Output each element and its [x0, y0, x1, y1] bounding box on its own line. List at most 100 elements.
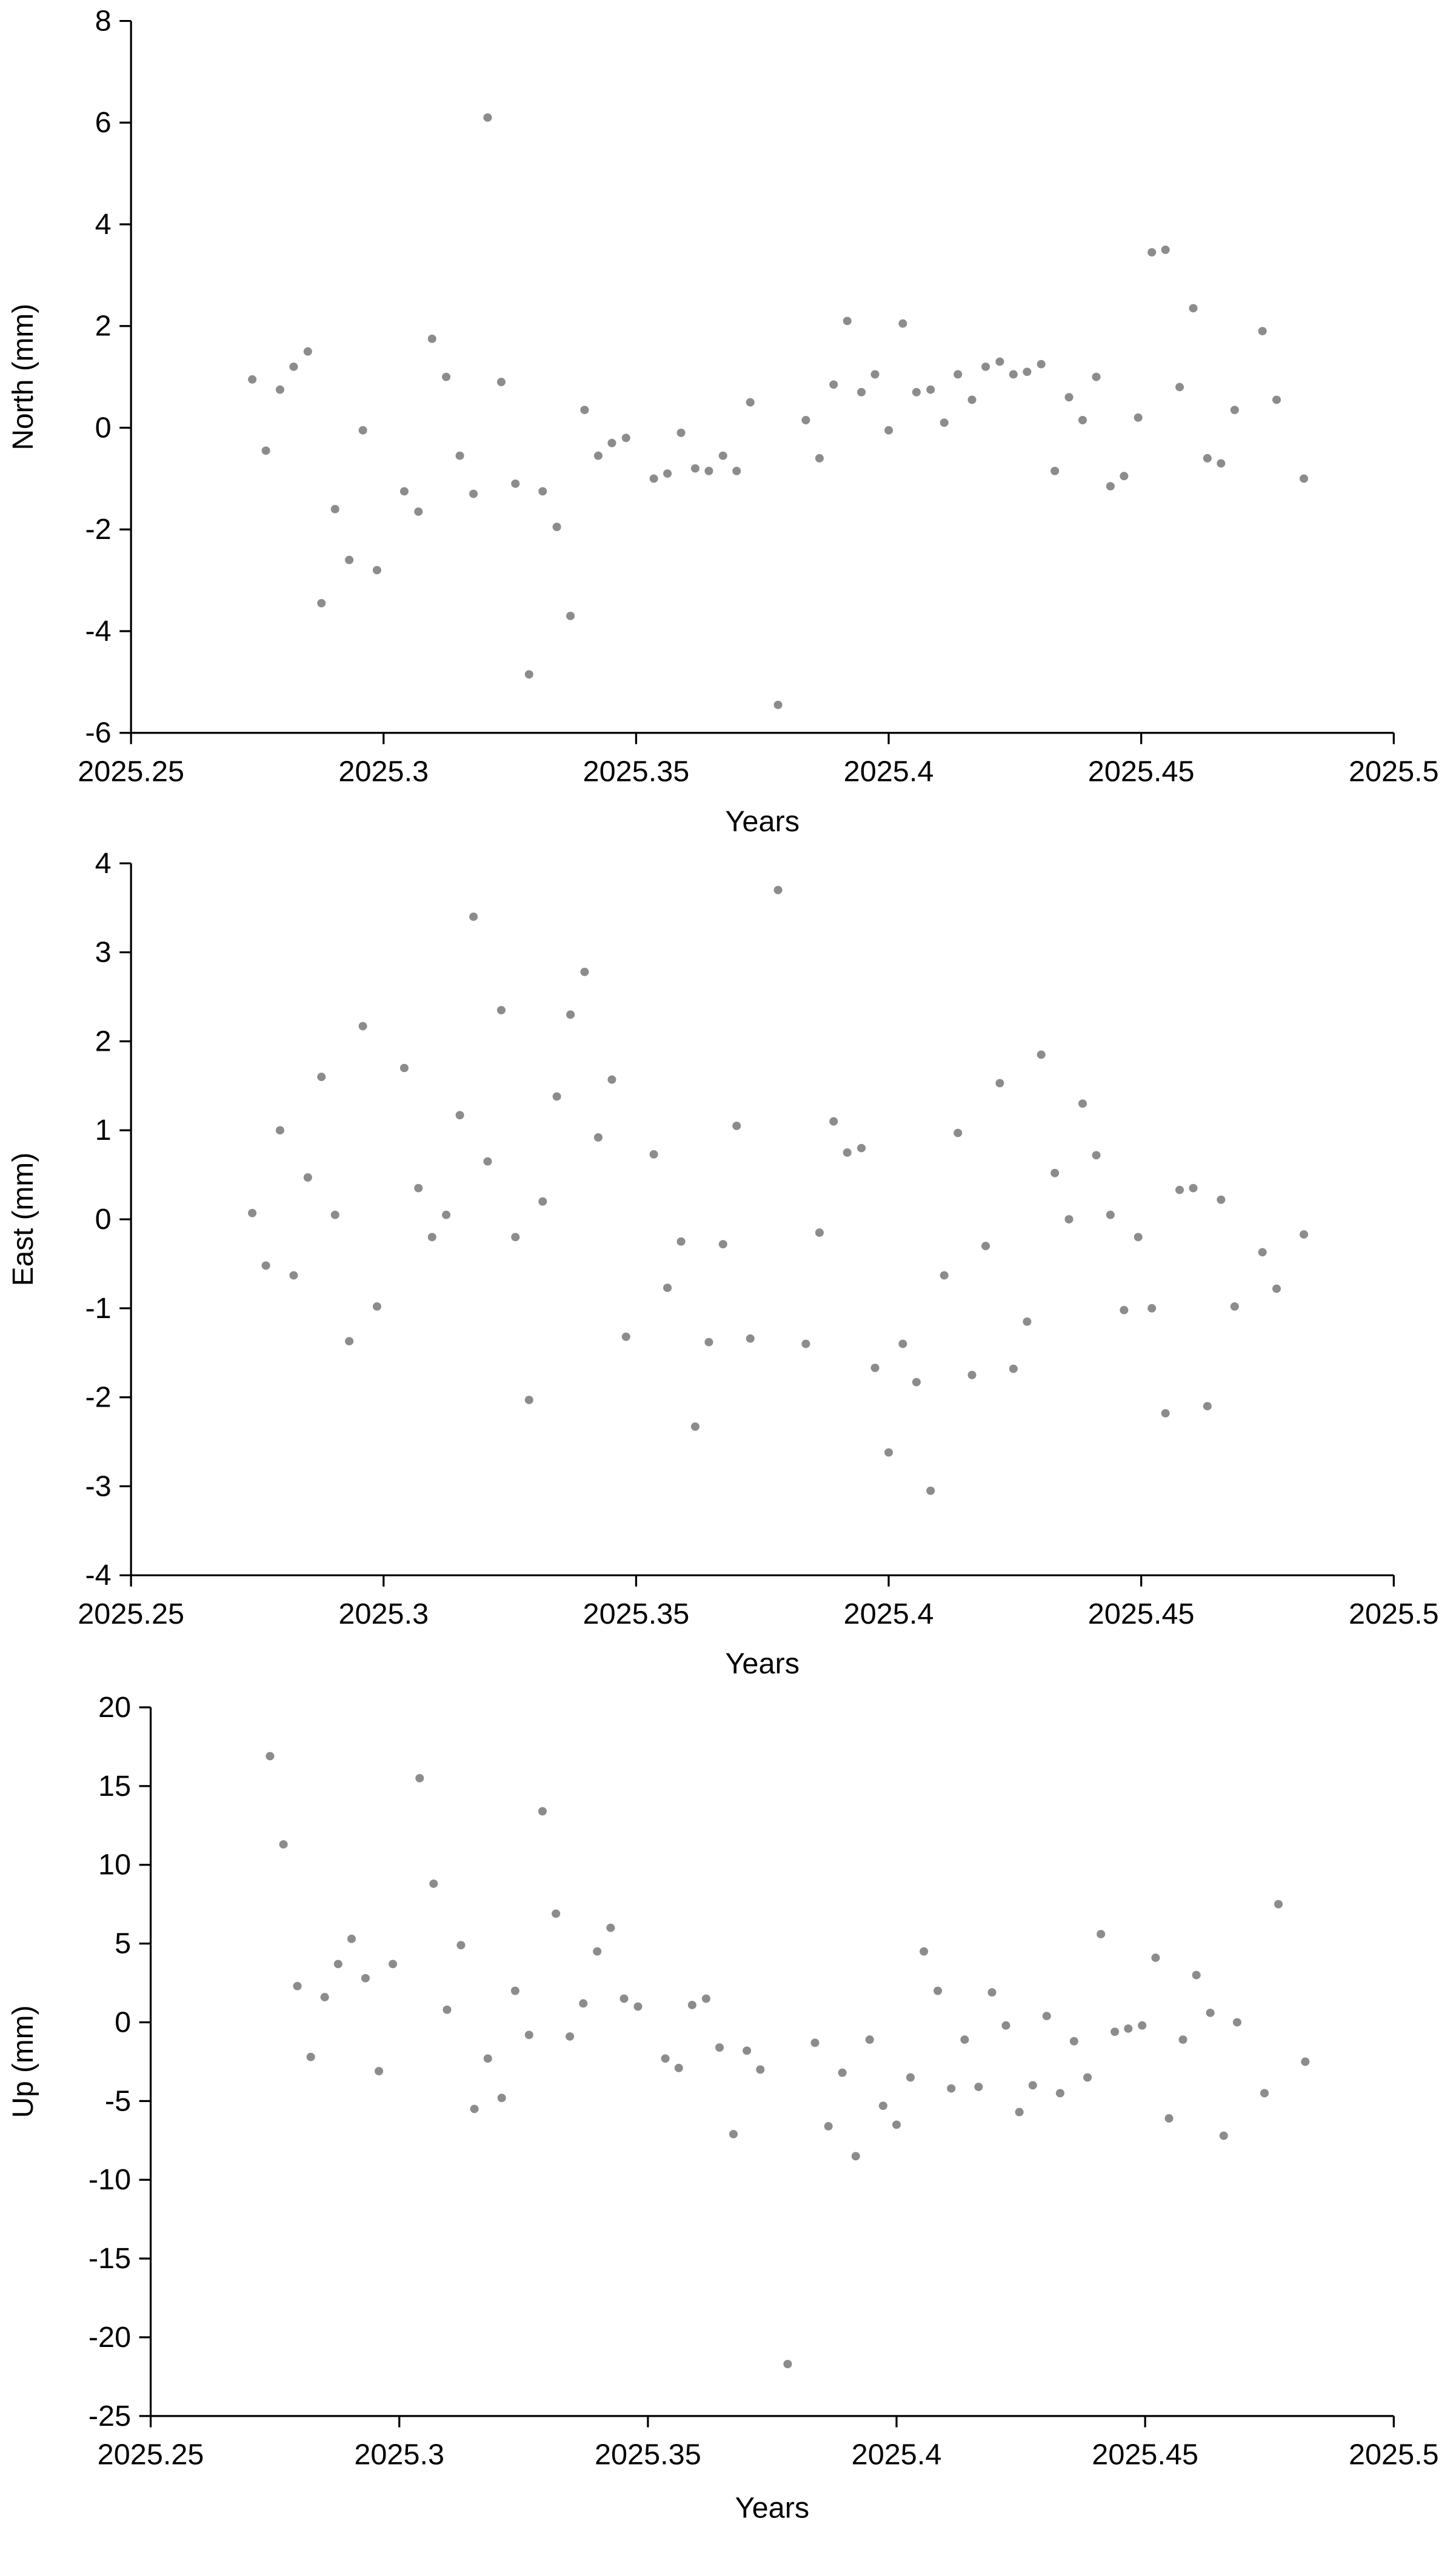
data-point: [756, 2065, 765, 2074]
data-point: [1189, 1183, 1198, 1193]
x-axis-label: Years: [725, 1648, 800, 1681]
data-point: [607, 438, 616, 447]
data-point: [510, 1986, 519, 1995]
data-point: [552, 1909, 561, 1918]
data-point: [455, 1111, 464, 1120]
data-point: [1055, 2089, 1064, 2098]
data-point: [674, 2063, 683, 2072]
data-point: [857, 387, 866, 397]
data-point: [732, 466, 741, 475]
y-tick-label: -3: [85, 1470, 111, 1503]
data-point: [1299, 1230, 1309, 1239]
data-point: [275, 1126, 284, 1135]
x-tick-label: 2025.4: [844, 755, 934, 788]
data-point: [345, 1337, 354, 1346]
data-point: [704, 466, 713, 475]
data-point: [496, 1006, 506, 1015]
data-point: [1260, 2089, 1269, 2098]
data-point: [1230, 406, 1239, 415]
data-point: [815, 454, 824, 463]
data-point: [704, 1337, 713, 1347]
data-point: [330, 504, 339, 514]
data-point: [718, 1240, 727, 1249]
y-tick-label: 4: [95, 208, 112, 241]
data-point: [906, 2073, 915, 2082]
data-point: [661, 2054, 670, 2063]
x-tick-label: 2025.35: [583, 755, 690, 788]
data-point: [920, 1947, 929, 1956]
y-tick-label: -1: [85, 1292, 111, 1325]
data-point: [538, 487, 547, 496]
data-point: [898, 1339, 907, 1348]
data-point: [303, 1173, 312, 1182]
data-point: [940, 418, 949, 427]
data-point: [1206, 2009, 1215, 2017]
x-tick-label: 2025.45: [1088, 755, 1195, 788]
data-point: [1161, 1409, 1170, 1418]
y-tick-label: 4: [95, 847, 112, 880]
data-point: [743, 2046, 752, 2055]
data-point: [1124, 2024, 1133, 2033]
data-point: [953, 1128, 963, 1137]
y-tick-label: 8: [95, 5, 112, 38]
x-tick-label: 2025.3: [354, 2439, 444, 2471]
data-point: [1272, 1284, 1281, 1293]
y-tick-label: -15: [88, 2242, 131, 2275]
data-point: [511, 1233, 520, 1242]
data-point: [851, 2152, 860, 2161]
y-tick-label: 6: [95, 107, 112, 139]
data-point: [1015, 2107, 1024, 2117]
data-point: [1001, 2021, 1010, 2030]
data-point: [898, 319, 907, 328]
data-point: [1258, 327, 1267, 336]
y-axis-label: East (mm): [7, 1153, 39, 1286]
data-point: [884, 1448, 893, 1457]
data-point: [663, 469, 672, 478]
data-point: [483, 1157, 492, 1166]
data-point: [1147, 248, 1157, 257]
data-point: [606, 1923, 615, 1932]
data-point: [442, 2005, 452, 2014]
data-point: [511, 479, 520, 488]
data-point: [621, 1332, 630, 1341]
data-point: [1078, 1099, 1087, 1108]
data-point: [746, 1334, 755, 1343]
data-point: [732, 1122, 741, 1130]
x-tick-label: 2025.45: [1088, 1598, 1195, 1630]
data-point: [1161, 246, 1170, 254]
data-point: [621, 434, 630, 443]
data-point: [1042, 2012, 1051, 2021]
data-point: [1272, 395, 1281, 404]
data-point: [399, 487, 409, 496]
data-point: [1069, 2037, 1078, 2046]
data-point: [552, 1092, 561, 1101]
data-point: [663, 1284, 672, 1292]
data-point: [1151, 1953, 1160, 1962]
data-point: [1064, 393, 1074, 402]
data-point: [1120, 1305, 1129, 1314]
data-point: [690, 464, 700, 473]
y-tick-label: -4: [85, 1559, 111, 1592]
data-point: [1037, 1050, 1046, 1059]
data-point: [933, 1986, 943, 1995]
data-point: [261, 446, 270, 455]
data-point: [375, 2067, 384, 2075]
data-point: [633, 2002, 643, 2011]
data-point: [884, 426, 893, 435]
data-point: [995, 1079, 1004, 1088]
data-point: [469, 489, 478, 498]
data-point: [1009, 1364, 1018, 1373]
data-point: [261, 1261, 270, 1270]
data-point: [524, 2030, 533, 2040]
x-tick-label: 2025.25: [98, 2439, 204, 2471]
data-point: [552, 523, 561, 531]
x-tick-label: 2025.4: [852, 2439, 942, 2471]
data-point: [649, 1150, 658, 1159]
data-point: [1106, 1210, 1115, 1219]
data-point: [483, 2054, 492, 2063]
data-point: [442, 372, 451, 381]
data-point: [746, 398, 755, 407]
data-point: [320, 1993, 329, 2001]
y-tick-label: 15: [98, 1770, 131, 1803]
data-point: [912, 1378, 921, 1387]
